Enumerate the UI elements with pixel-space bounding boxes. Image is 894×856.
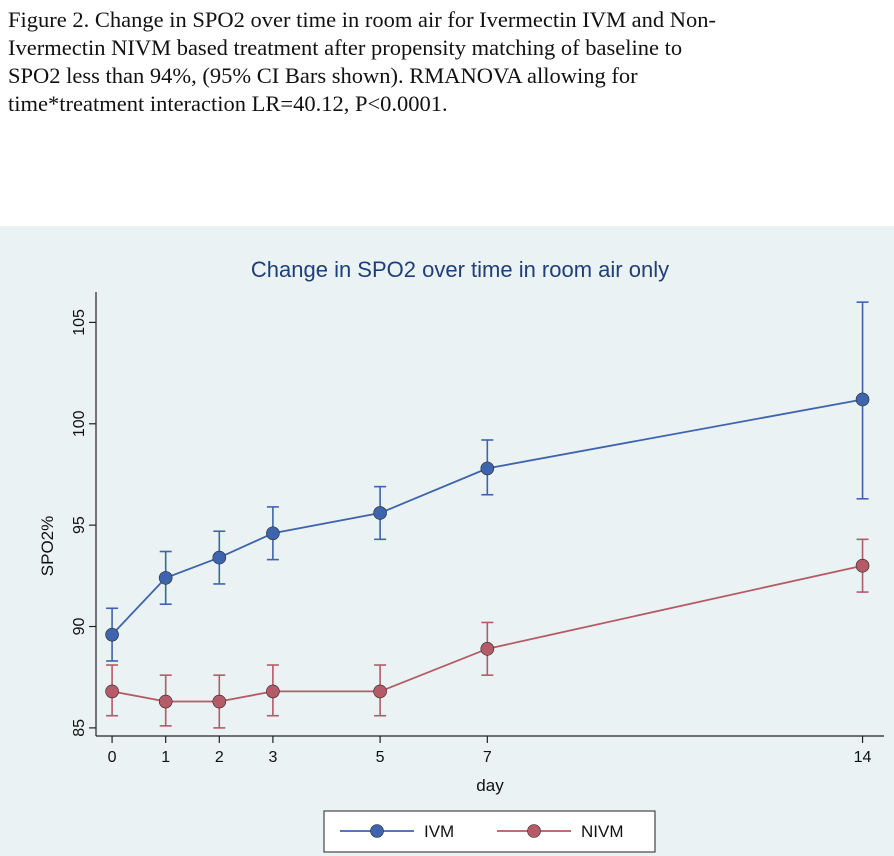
x-tick-label: 14 (854, 749, 872, 766)
x-tick-label: 1 (161, 749, 170, 766)
data-point (266, 685, 279, 698)
legend-label: IVM (424, 822, 454, 841)
data-point (266, 527, 279, 540)
caption-line-4: time*treatment interaction LR=40.12, P<0… (8, 90, 888, 118)
x-tick-label: 0 (108, 749, 117, 766)
caption-line-3: SPO2 less than 94%, (95% CI Bars shown).… (8, 62, 888, 90)
data-point (159, 695, 172, 708)
data-point (159, 571, 172, 584)
legend: IVM NIVM (324, 811, 655, 852)
y-tick-label: 100 (71, 410, 88, 437)
data-point (856, 559, 869, 572)
data-point (374, 506, 387, 519)
data-point (481, 642, 494, 655)
data-point (481, 462, 494, 475)
x-tick-label: 7 (483, 749, 492, 766)
data-point (106, 628, 119, 641)
data-point (106, 685, 119, 698)
legend-marker (371, 825, 384, 838)
y-tick-label: 105 (71, 309, 88, 336)
caption-line-1: Figure 2. Change in SPO2 over time in ro… (8, 6, 888, 34)
legend-marker (528, 825, 541, 838)
y-tick-label: 90 (71, 618, 88, 636)
x-axis-label: day (476, 776, 504, 795)
data-point (213, 551, 226, 564)
chart-figure: Change in SPO2 over time in room air onl… (0, 226, 894, 856)
chart-title: Change in SPO2 over time in room air onl… (251, 257, 669, 282)
y-tick-label: 95 (71, 516, 88, 534)
y-tick-label: 85 (71, 719, 88, 737)
series-ivm (106, 302, 869, 661)
series-line (112, 399, 862, 634)
x-tick-label: 2 (215, 749, 224, 766)
series-layer (106, 302, 869, 728)
x-tick-label: 3 (268, 749, 277, 766)
data-point (374, 685, 387, 698)
data-point (856, 393, 869, 406)
line-chart: Change in SPO2 over time in room air onl… (0, 226, 894, 856)
y-axis-label: SPO2% (38, 516, 57, 576)
series-nivm (106, 539, 869, 728)
figure-caption: Figure 2. Change in SPO2 over time in ro… (8, 6, 888, 118)
legend-label: NIVM (581, 822, 624, 841)
data-point (213, 695, 226, 708)
axes: 85 90 95 100 105 0 1 2 3 5 7 14 (71, 292, 884, 766)
caption-line-2: Ivermectin NIVM based treatment after pr… (8, 34, 888, 62)
x-tick-label: 5 (376, 749, 385, 766)
